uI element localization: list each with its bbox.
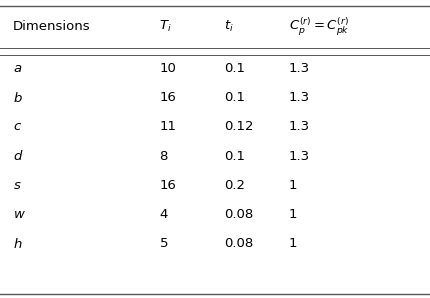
Text: 1.3: 1.3 (288, 150, 309, 163)
Text: $s$: $s$ (13, 179, 22, 192)
Text: 16: 16 (159, 179, 176, 192)
Text: 4: 4 (159, 208, 167, 221)
Text: $d$: $d$ (13, 149, 23, 163)
Text: 0.08: 0.08 (224, 237, 253, 250)
Text: 1: 1 (288, 208, 297, 221)
Text: 0.2: 0.2 (224, 179, 245, 192)
Text: 0.1: 0.1 (224, 91, 245, 104)
Text: 1: 1 (288, 179, 297, 192)
Text: 16: 16 (159, 91, 176, 104)
Text: 8: 8 (159, 150, 167, 163)
Text: 5: 5 (159, 237, 168, 250)
Text: $c$: $c$ (13, 120, 22, 134)
Text: 0.08: 0.08 (224, 208, 253, 221)
Text: $t_i$: $t_i$ (224, 19, 233, 34)
Text: 1.3: 1.3 (288, 91, 309, 104)
Text: 10: 10 (159, 62, 176, 75)
Text: $b$: $b$ (13, 91, 23, 105)
Text: $T_i$: $T_i$ (159, 19, 172, 34)
Text: $a$: $a$ (13, 62, 22, 75)
Text: Dimensions: Dimensions (13, 20, 90, 33)
Text: 1: 1 (288, 237, 297, 250)
Text: 0.1: 0.1 (224, 150, 245, 163)
Text: 0.12: 0.12 (224, 120, 253, 134)
Text: 11: 11 (159, 120, 176, 134)
Text: 1.3: 1.3 (288, 120, 309, 134)
Text: $h$: $h$ (13, 237, 22, 251)
Text: $C_p^{(r)}=C_{pk}^{(r)}$: $C_p^{(r)}=C_{pk}^{(r)}$ (288, 16, 349, 38)
Text: 0.1: 0.1 (224, 62, 245, 75)
Text: 1.3: 1.3 (288, 62, 309, 75)
Text: $w$: $w$ (13, 208, 26, 221)
